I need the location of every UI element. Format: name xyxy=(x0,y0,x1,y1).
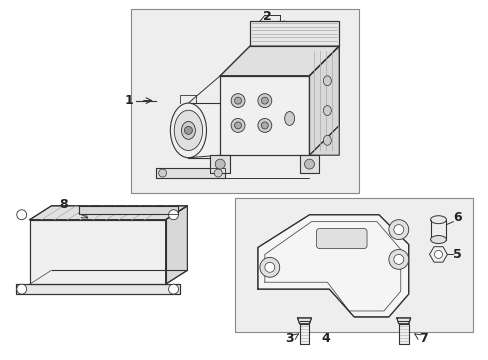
Polygon shape xyxy=(398,324,408,344)
Ellipse shape xyxy=(257,94,271,108)
Circle shape xyxy=(214,169,222,177)
Circle shape xyxy=(304,159,314,169)
Text: 7: 7 xyxy=(418,332,427,345)
Polygon shape xyxy=(220,76,309,155)
Ellipse shape xyxy=(170,103,206,158)
Text: 6: 6 xyxy=(452,211,461,224)
Polygon shape xyxy=(429,220,446,239)
Circle shape xyxy=(215,159,224,169)
Polygon shape xyxy=(396,318,410,324)
Ellipse shape xyxy=(429,235,446,243)
Ellipse shape xyxy=(234,122,241,129)
Polygon shape xyxy=(249,21,339,46)
Polygon shape xyxy=(299,155,319,173)
Text: 8: 8 xyxy=(59,198,67,211)
Polygon shape xyxy=(297,318,311,324)
Circle shape xyxy=(158,169,166,177)
Text: 1: 1 xyxy=(124,94,133,107)
Ellipse shape xyxy=(174,110,202,150)
Circle shape xyxy=(17,284,27,294)
Polygon shape xyxy=(155,168,224,178)
Polygon shape xyxy=(220,46,339,76)
Ellipse shape xyxy=(429,216,446,224)
Ellipse shape xyxy=(323,135,331,145)
Ellipse shape xyxy=(231,118,244,132)
Bar xyxy=(131,9,358,193)
Ellipse shape xyxy=(231,94,244,108)
Polygon shape xyxy=(210,155,230,173)
Circle shape xyxy=(184,126,192,134)
Circle shape xyxy=(393,255,403,264)
Ellipse shape xyxy=(323,105,331,116)
FancyBboxPatch shape xyxy=(316,229,366,248)
Text: 2: 2 xyxy=(263,10,272,23)
Circle shape xyxy=(259,257,279,277)
Polygon shape xyxy=(79,206,177,214)
Circle shape xyxy=(434,251,442,258)
Circle shape xyxy=(17,210,27,220)
Bar xyxy=(235,198,472,332)
Ellipse shape xyxy=(257,118,271,132)
Polygon shape xyxy=(309,46,339,155)
Polygon shape xyxy=(257,215,408,317)
Ellipse shape xyxy=(261,97,268,104)
Polygon shape xyxy=(299,324,309,344)
Polygon shape xyxy=(165,206,187,284)
Ellipse shape xyxy=(323,76,331,86)
Circle shape xyxy=(388,220,408,239)
Polygon shape xyxy=(30,220,165,284)
Ellipse shape xyxy=(234,97,241,104)
Ellipse shape xyxy=(284,112,294,125)
Circle shape xyxy=(264,262,274,272)
Text: 3: 3 xyxy=(285,332,293,345)
Polygon shape xyxy=(188,103,223,158)
Ellipse shape xyxy=(214,103,232,158)
Circle shape xyxy=(168,284,178,294)
Circle shape xyxy=(388,249,408,269)
Text: 5: 5 xyxy=(452,248,461,261)
Ellipse shape xyxy=(181,121,195,139)
Polygon shape xyxy=(30,206,187,220)
Circle shape xyxy=(168,210,178,220)
Text: 4: 4 xyxy=(321,332,329,345)
Ellipse shape xyxy=(261,122,268,129)
Circle shape xyxy=(393,225,403,235)
Polygon shape xyxy=(309,46,339,155)
Polygon shape xyxy=(16,284,179,294)
